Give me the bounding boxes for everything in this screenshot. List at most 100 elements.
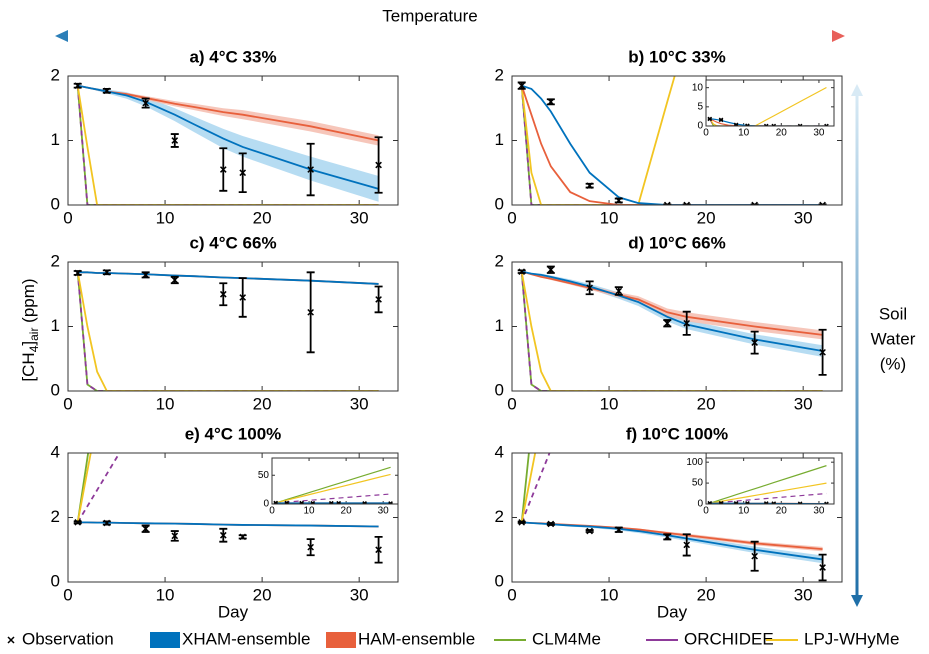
observation-marker bbox=[219, 290, 227, 298]
x-axis-label: Day bbox=[657, 602, 688, 621]
observation-marker bbox=[615, 287, 623, 295]
inset-background bbox=[706, 458, 834, 504]
side-label: Soil bbox=[879, 304, 907, 323]
axes-frame bbox=[271, 457, 399, 505]
model-line bbox=[520, 453, 530, 523]
model-line bbox=[77, 521, 379, 528]
y-tick-label: 2 bbox=[495, 65, 504, 84]
observation-marker bbox=[751, 201, 758, 205]
y-tick-label: 1 bbox=[495, 316, 504, 335]
observation-marker bbox=[307, 543, 314, 551]
x-tick-label: 20 bbox=[253, 585, 272, 604]
observation-marker bbox=[547, 520, 555, 528]
observation-marker bbox=[328, 500, 334, 504]
observation-marker bbox=[751, 339, 758, 346]
model-line bbox=[520, 453, 537, 523]
x-tick-label: 30 bbox=[794, 585, 813, 604]
model-line bbox=[77, 271, 379, 285]
observation-marker bbox=[375, 161, 382, 169]
model-line bbox=[521, 84, 823, 205]
legend-label: ORCHIDEE bbox=[684, 629, 774, 648]
y-tick-label: 0 bbox=[495, 194, 504, 213]
panel: 0 10 20 30 0 1 2 c) 4°C 66% bbox=[51, 233, 399, 413]
model-line bbox=[76, 271, 379, 391]
x-tick-label: 30 bbox=[813, 128, 825, 139]
x-tick-label: 30 bbox=[813, 506, 825, 517]
x-tick-label: 30 bbox=[350, 585, 369, 604]
y-tick-label: 4 bbox=[495, 442, 504, 461]
y-tick-label: 2 bbox=[51, 507, 60, 526]
model-line bbox=[76, 271, 379, 391]
observation-marker bbox=[171, 276, 179, 284]
observation-marker bbox=[518, 268, 526, 276]
y-tick-label: 0 bbox=[697, 121, 703, 132]
observation-marker bbox=[171, 532, 179, 540]
x-tick-label: 30 bbox=[794, 208, 813, 227]
observation-marker bbox=[819, 564, 826, 571]
observation-marker bbox=[336, 500, 342, 504]
uncertainty-band bbox=[77, 85, 379, 202]
x-tick-label: 20 bbox=[253, 208, 272, 227]
inset: 0 10 20 30 0 50 bbox=[258, 457, 399, 517]
y-tick-label: 4 bbox=[51, 442, 60, 461]
panel-title: b) 10°C 33% bbox=[628, 47, 726, 66]
y-tick-label: 10 bbox=[692, 82, 704, 93]
observation-marker bbox=[142, 525, 149, 533]
observation-marker bbox=[683, 541, 691, 549]
x-tick-label: 10 bbox=[303, 506, 315, 517]
uncertainty-band bbox=[521, 522, 823, 552]
panel-title: f) 10°C 100% bbox=[626, 424, 728, 443]
observation-marker bbox=[763, 123, 769, 126]
observation-marker bbox=[219, 531, 227, 539]
plot-area bbox=[73, 268, 383, 391]
observation-marker bbox=[239, 294, 247, 301]
panel-title: c) 4°C 66% bbox=[189, 233, 276, 252]
x-tick-label: 30 bbox=[794, 394, 813, 413]
x-tick-label: 10 bbox=[156, 208, 175, 227]
model-line bbox=[520, 271, 823, 391]
plot-area bbox=[73, 82, 383, 205]
y-tick-label: 5 bbox=[697, 101, 703, 112]
observation-marker bbox=[547, 98, 555, 106]
side-label: (%) bbox=[880, 354, 906, 373]
y-tick-label: 50 bbox=[258, 470, 270, 481]
observation-marker bbox=[103, 519, 111, 527]
observation-marker bbox=[284, 500, 290, 504]
y-tick-label: 2 bbox=[51, 251, 60, 270]
panel-title: d) 10°C 66% bbox=[628, 233, 726, 252]
model-line bbox=[76, 85, 379, 205]
observation-marker bbox=[518, 82, 526, 90]
y-tick-label: 2 bbox=[51, 65, 60, 84]
uncertainty-band bbox=[521, 271, 823, 357]
observation-marker bbox=[824, 123, 829, 126]
observation-marker bbox=[362, 501, 367, 504]
model-line bbox=[275, 493, 391, 504]
model-line bbox=[520, 453, 551, 523]
observation-marker bbox=[219, 166, 227, 173]
observation-marker bbox=[239, 533, 247, 541]
observation-marker bbox=[307, 166, 314, 173]
x-tick-label: 0 bbox=[269, 506, 275, 517]
y-tick-label: 0 bbox=[697, 499, 703, 510]
observation-marker bbox=[663, 201, 671, 205]
x-tick-label: 20 bbox=[253, 394, 272, 413]
x-tick-label: 0 bbox=[507, 394, 516, 413]
observation-marker bbox=[707, 116, 713, 122]
legend-label: LPJ-WHyMe bbox=[804, 629, 899, 648]
y-label-part: ] bbox=[19, 341, 38, 346]
x-tick-label: 30 bbox=[378, 506, 390, 517]
uncertainty-band bbox=[77, 85, 379, 146]
y-tick-label: 0 bbox=[51, 380, 60, 399]
inset-background bbox=[272, 458, 398, 504]
observation-marker bbox=[707, 500, 713, 504]
observation-marker bbox=[733, 501, 739, 504]
observation-marker bbox=[375, 296, 382, 303]
model-line bbox=[709, 482, 827, 504]
observation-marker bbox=[142, 99, 149, 107]
model-line bbox=[76, 453, 92, 523]
observation-marker bbox=[683, 319, 691, 327]
legend-label: HAM-ensemble bbox=[358, 629, 475, 648]
y-tick-label: 0 bbox=[495, 380, 504, 399]
x-tick-label: 20 bbox=[697, 585, 716, 604]
